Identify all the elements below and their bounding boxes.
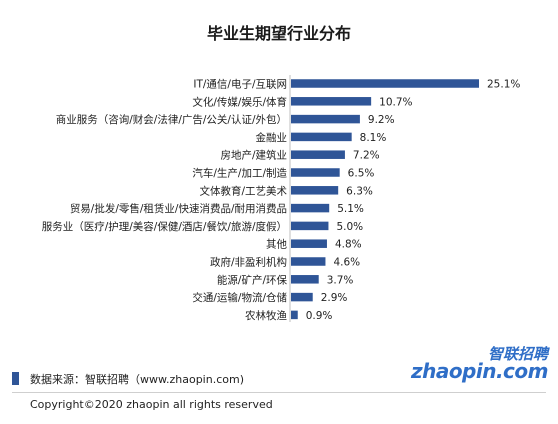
category-label: 房地产/建筑业 xyxy=(220,149,287,162)
bar xyxy=(291,132,352,142)
bar xyxy=(291,292,313,302)
value-label: 9.2% xyxy=(368,114,395,126)
zhaopin-logo: 智联招聘 zhaopin.com xyxy=(411,343,549,383)
bar xyxy=(291,168,340,177)
category-label: 文化/传媒/娱乐/体育 xyxy=(192,95,287,108)
footer-divider xyxy=(12,392,546,393)
logo-cn: 智联招聘 xyxy=(487,345,548,363)
value-label: 10.7% xyxy=(379,96,412,108)
category-label: 汽车/生产/加工/制造 xyxy=(192,167,287,180)
category-label: 政府/非盈利机构 xyxy=(210,256,287,269)
bars-group: IT/通信/电子/互联网 25.1% 文化/传媒/娱乐/体育 10.7% 商业服务（咨询… xyxy=(42,78,521,322)
value-label: 4.8% xyxy=(335,239,362,251)
bar xyxy=(291,310,298,320)
value-label: 8.1% xyxy=(360,132,387,144)
bar-chart: IT/通信/电子/互联网 25.1% 文化/传媒/娱乐/体育 10.7% 商业服务（咨询… xyxy=(42,75,521,322)
category-label: 金融业 xyxy=(256,131,288,144)
value-label: 2.9% xyxy=(321,292,348,304)
logo-en: zhaopin.com xyxy=(410,359,549,383)
value-label: 4.6% xyxy=(333,257,360,269)
category-label: 交通/运输/物流/仓储 xyxy=(192,291,287,304)
source-marker xyxy=(12,372,19,385)
bar xyxy=(291,150,345,159)
bar xyxy=(291,97,372,106)
chart-title: 毕业生期望行业分布 xyxy=(206,24,351,43)
bar xyxy=(291,239,327,248)
value-label: 6.5% xyxy=(348,168,375,180)
category-label: 文体教育/工艺美术 xyxy=(199,184,287,197)
source-text: 数据来源：智联招聘（www.zhaopin.com) xyxy=(30,373,244,386)
category-label: 能源/矿产/环保 xyxy=(217,273,288,286)
value-label: 3.7% xyxy=(327,274,354,286)
bar xyxy=(291,203,330,213)
value-label: 25.1% xyxy=(487,79,520,91)
value-label: 7.2% xyxy=(353,150,380,162)
bar xyxy=(291,257,326,266)
bar xyxy=(291,79,479,88)
category-label: 其他 xyxy=(266,238,287,251)
value-label: 6.3% xyxy=(346,185,373,197)
category-label: IT/通信/电子/互联网 xyxy=(193,78,287,91)
bar xyxy=(291,186,339,195)
bar xyxy=(291,221,329,231)
value-label: 5.0% xyxy=(336,221,363,233)
category-label: 商业服务（咨询/财会/法律/广告/公关/认证/外包） xyxy=(56,113,287,126)
value-label: 0.9% xyxy=(306,310,333,322)
bar xyxy=(291,275,319,284)
bar xyxy=(291,114,360,124)
category-label: 贸易/批发/零售/租赁业/快速消费品/耐用消费品 xyxy=(70,202,287,215)
copyright-text: Copyright©2020 zhaopin all rights reserv… xyxy=(30,398,273,411)
value-label: 5.1% xyxy=(337,203,364,215)
category-label: 农林牧渔 xyxy=(245,309,287,322)
category-label: 服务业（医疗/护理/美容/保健/酒店/餐饮/旅游/度假） xyxy=(42,220,287,233)
